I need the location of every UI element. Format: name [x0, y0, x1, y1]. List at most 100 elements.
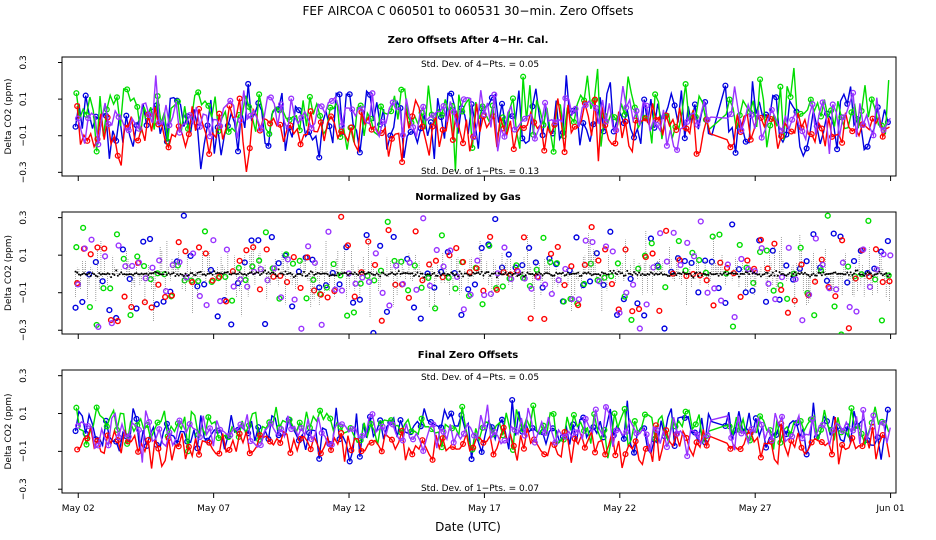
data-point: [692, 421, 699, 428]
data-point: [284, 256, 291, 263]
data-point: [608, 273, 615, 280]
data-point: [868, 96, 875, 103]
data-point: [614, 260, 622, 267]
normalized-point: [715, 272, 718, 275]
data-point: [249, 263, 256, 270]
data-point: [581, 444, 588, 451]
data-point: [850, 427, 857, 434]
normalized-point: [609, 269, 612, 272]
data-point: [490, 451, 497, 458]
data-point: [498, 416, 506, 423]
data-point: [156, 257, 163, 264]
y-axis-label: Delta CO2 (ppm): [4, 78, 14, 154]
data-point: [582, 102, 589, 109]
normalized-point: [739, 272, 742, 275]
data-point: [243, 247, 250, 254]
data-point: [587, 260, 594, 267]
data-point: [703, 277, 710, 284]
data-point: [682, 408, 689, 415]
data-point: [650, 264, 657, 271]
normalized-point: [514, 271, 517, 274]
data-point: [726, 96, 733, 103]
normalized-point: [296, 273, 299, 276]
normalized-point: [367, 271, 370, 274]
normalized-point: [341, 272, 344, 275]
data-point: [514, 268, 522, 275]
normalized-point: [176, 273, 179, 276]
data-point: [695, 289, 702, 296]
normalized-point: [680, 273, 683, 276]
normalized-point: [636, 273, 639, 276]
data-point: [468, 456, 475, 463]
normalized-point: [465, 272, 468, 275]
data-point: [481, 424, 488, 431]
data-point: [860, 406, 867, 413]
data-point: [92, 258, 99, 266]
series-line: [74, 75, 889, 170]
normalized-point: [734, 272, 737, 275]
normalized-point: [822, 271, 825, 274]
data-point: [541, 281, 549, 288]
data-point: [146, 419, 153, 426]
data-point: [371, 261, 379, 269]
normalized-point: [272, 271, 275, 274]
data-point: [550, 410, 557, 418]
normalized-point: [409, 272, 412, 275]
data-point: [852, 275, 859, 282]
normalized-point: [671, 272, 674, 275]
data-point: [146, 235, 154, 243]
data-point: [409, 451, 416, 458]
data-point: [683, 125, 690, 132]
data-point: [737, 446, 744, 453]
data-point: [290, 254, 297, 261]
data-point: [744, 257, 751, 264]
x-tick-label: Jun 01: [875, 504, 904, 514]
data-point: [819, 261, 826, 268]
data-point: [520, 234, 528, 241]
normalized-point: [160, 273, 163, 276]
data-point: [607, 228, 614, 235]
data-point: [629, 281, 637, 288]
y-tick-label: 0.3: [19, 369, 29, 383]
data-point: [419, 123, 426, 130]
normalized-point: [445, 274, 448, 277]
data-point: [839, 139, 846, 146]
data-point: [491, 428, 498, 435]
data-point: [186, 112, 193, 119]
normalized-point: [634, 272, 637, 275]
data-point: [632, 438, 639, 445]
normalized-point: [561, 271, 564, 274]
data-point: [359, 274, 366, 281]
normalized-point: [656, 273, 659, 276]
data-point: [589, 238, 596, 246]
data-point: [337, 272, 344, 279]
normalized-point: [829, 272, 832, 275]
normalized-point: [321, 272, 324, 275]
normalized-point: [783, 273, 786, 276]
data-point: [788, 128, 795, 135]
data-point: [723, 264, 731, 271]
data-point: [236, 95, 243, 102]
data-point: [694, 121, 701, 128]
data-point: [808, 131, 815, 138]
normalized-point: [506, 273, 509, 276]
normalized-point: [270, 271, 273, 274]
normalized-point: [379, 275, 382, 278]
normalized-point: [539, 272, 542, 275]
normalized-point: [235, 273, 238, 276]
data-point: [450, 439, 457, 446]
data-point: [829, 101, 836, 108]
data-point: [377, 420, 385, 427]
normalized-point: [294, 274, 297, 277]
normalized-point: [859, 273, 862, 276]
data-point: [297, 435, 304, 442]
data-point: [521, 432, 528, 439]
data-point: [298, 114, 305, 121]
normalized-point: [423, 276, 426, 279]
data-point: [520, 73, 527, 80]
data-point: [762, 111, 770, 118]
series-gas2: [73, 212, 892, 334]
data-point: [562, 265, 569, 273]
data-point: [501, 244, 508, 251]
data-point: [338, 213, 345, 220]
